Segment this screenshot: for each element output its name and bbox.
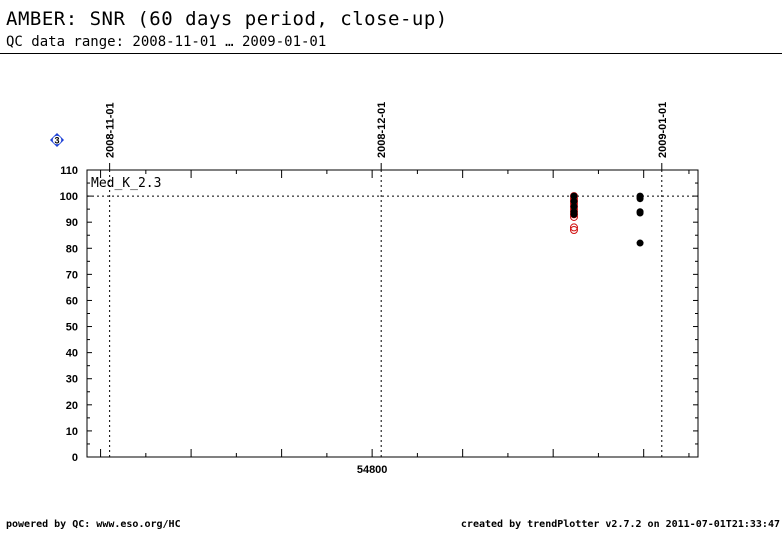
- y-tick-label: 20: [66, 400, 78, 412]
- y-tick-label: 80: [66, 243, 78, 255]
- chart-title: AMBER: SNR (60 days period, close-up): [6, 8, 448, 30]
- y-tick-label: 30: [66, 374, 78, 386]
- y-tick-label: 40: [66, 348, 78, 360]
- footer-powered-by: powered by QC: www.eso.org/HC: [6, 519, 181, 530]
- x-tick-label: 54800: [357, 464, 388, 476]
- plot-frame: [86, 169, 699, 458]
- y-tick-label: 100: [60, 191, 78, 203]
- data-point: [570, 197, 578, 205]
- y-axis: 0 10 20 30 40 50 60 70 80 90 100 110: [60, 165, 698, 464]
- badge-number: 3: [54, 136, 59, 146]
- date-marker-label: 2008-12-01: [376, 102, 388, 158]
- data-point: [569, 226, 578, 235]
- data-point: [636, 239, 644, 247]
- panel-label: Med_K_2.3: [91, 176, 161, 191]
- header-divider: [0, 53, 782, 54]
- date-marker-label: 2009-01-01: [657, 102, 669, 158]
- y-tick-label: 70: [66, 269, 78, 281]
- date-marker-labels: 2008-11-01 2008-12-01 2009-01-01: [105, 102, 669, 158]
- footer-created-by: created by trendPlotter v2.7.2 on 2011-0…: [460, 519, 780, 530]
- y-tick-label: 90: [66, 217, 78, 229]
- data-point: [570, 210, 578, 218]
- date-marker-lines: [109, 163, 663, 457]
- data-point: [569, 223, 578, 232]
- y-tick-label: 10: [66, 426, 78, 438]
- data-point: [570, 203, 578, 211]
- data-point: [570, 192, 578, 200]
- data-point: [636, 209, 644, 217]
- y-tick-label: 110: [60, 165, 78, 177]
- y-tick-label: 60: [66, 295, 78, 307]
- x-axis: 54800: [100, 170, 690, 476]
- y-tick-label: 0: [72, 452, 78, 464]
- y-tick-label: 50: [66, 322, 78, 334]
- data-point: [636, 195, 644, 203]
- data-points: [569, 192, 644, 247]
- badge-circle: [52, 135, 62, 145]
- panel-number-badge: 3: [50, 133, 64, 147]
- chart-subtitle: QC data range: 2008-11-01 … 2009-01-01: [6, 34, 327, 50]
- date-marker-label: 2008-11-01: [105, 102, 117, 158]
